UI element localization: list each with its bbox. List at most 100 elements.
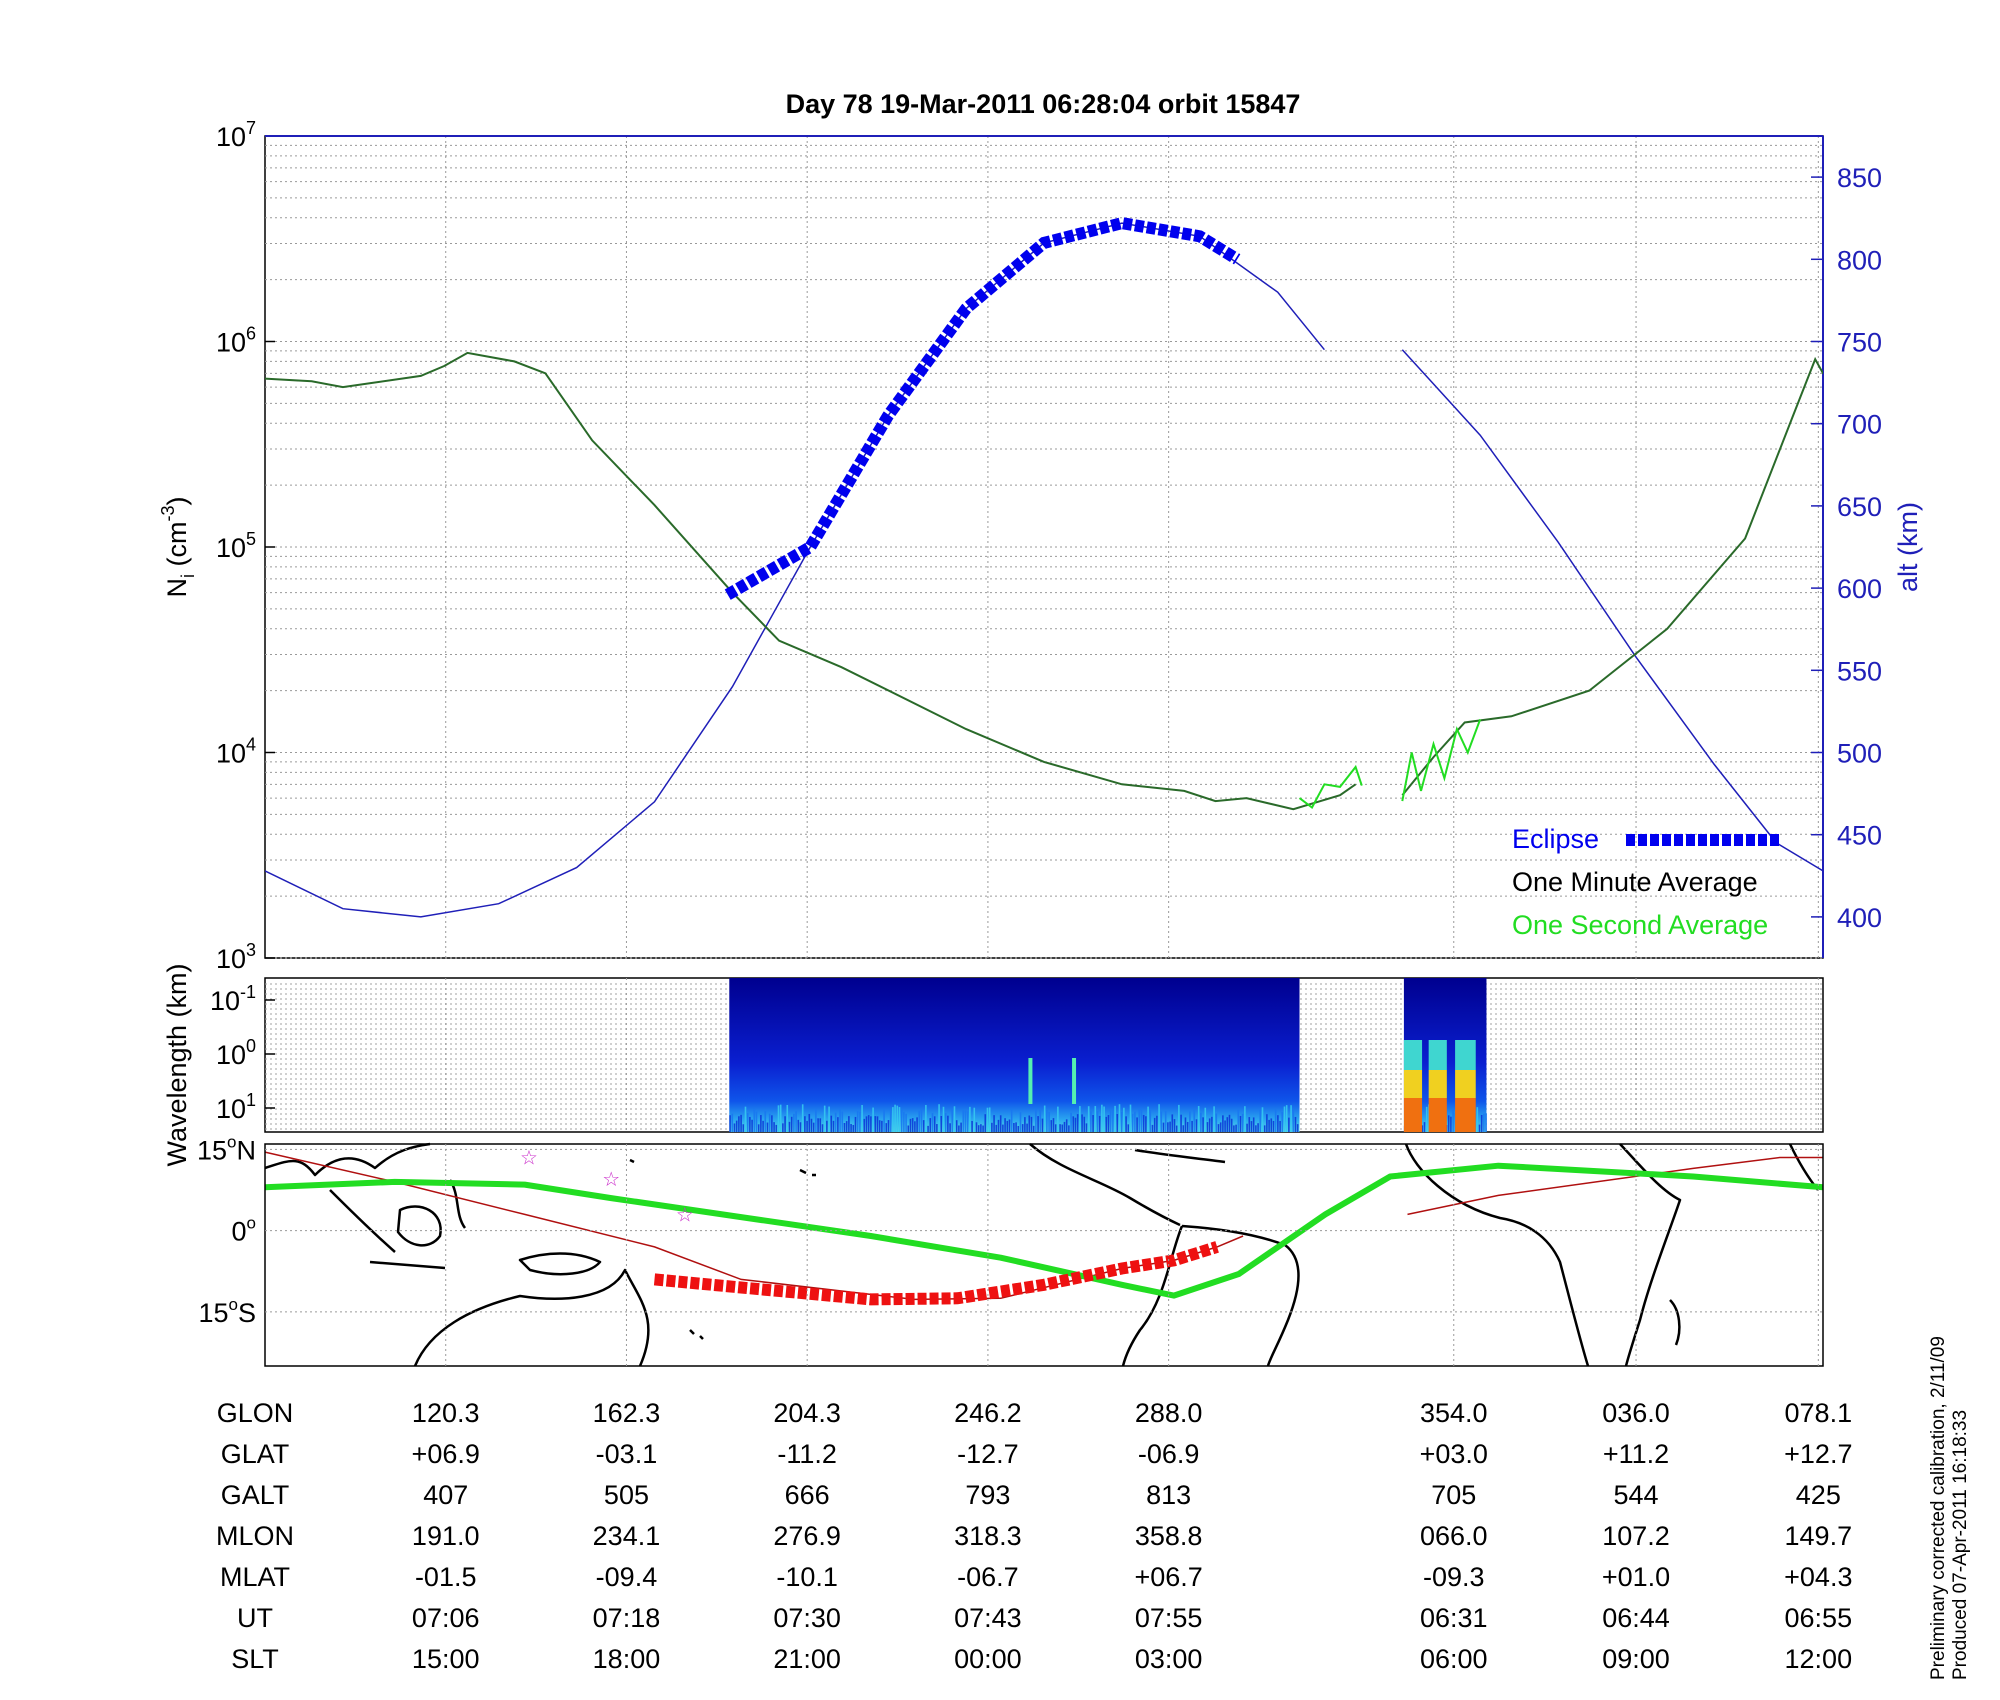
table-cell: 07:18 [592, 1603, 661, 1633]
spectrogram-bin [1182, 1125, 1185, 1132]
right-tick-label: 600 [1837, 574, 1882, 604]
spectrogram-bin [1164, 1111, 1167, 1132]
spectrogram-bin [797, 1119, 800, 1132]
table-cell: -12.7 [957, 1439, 1019, 1469]
spectrogram-bin [870, 1116, 872, 1132]
table-cell: 276.9 [773, 1521, 841, 1551]
spectrogram-bin [1030, 1116, 1033, 1132]
spectrogram-bin [775, 1124, 778, 1132]
spectrogram-bin [1294, 1116, 1297, 1132]
density-minute-line [1401, 356, 1823, 796]
spectrogram-bin [940, 1115, 943, 1132]
spectrogram-feature [1028, 1058, 1033, 1104]
table-cell: 354.0 [1419, 1398, 1488, 1428]
spectrogram-bin [931, 1113, 934, 1132]
spectrogram-bin [1285, 1105, 1288, 1132]
spectrogram-bin [1288, 1117, 1290, 1132]
left-tick-label: 106 [216, 324, 256, 358]
left-axis-label: Ni (cm-3) [158, 497, 198, 598]
spectrogram-bin [749, 1116, 751, 1132]
spectrogram-bin [966, 1111, 969, 1132]
table-cell: -09.4 [595, 1562, 658, 1592]
footnote-line-2: Produced 07-Apr-2011 16:18:33 [1950, 1409, 1971, 1680]
spectrogram-bin [1476, 1107, 1479, 1132]
coast-australia [413, 1268, 650, 1367]
spectrogram-bin [1197, 1106, 1200, 1132]
spectrogram-bin [1160, 1111, 1163, 1132]
table-cell: +12.7 [1784, 1439, 1853, 1469]
spectrogram-bin [1208, 1118, 1211, 1132]
spectrogram-bin [768, 1113, 771, 1132]
spectrogram-bin [1158, 1104, 1160, 1132]
table-cell: 358.8 [1134, 1521, 1203, 1551]
spectrogram-bin [1290, 1105, 1292, 1132]
spectrogram-bin [1241, 1113, 1244, 1132]
spectrogram-bin [1142, 1114, 1145, 1132]
spectrogram-bin [1050, 1120, 1053, 1132]
coast-java [369, 1260, 446, 1270]
spectrogram-bin [938, 1104, 940, 1132]
spectrogram-bin [1217, 1124, 1220, 1132]
spectrogram-bin [1002, 1124, 1004, 1132]
spectrogram-feature [1072, 1058, 1077, 1104]
table-cell: 246.2 [954, 1398, 1022, 1428]
spectrogram-bin [1274, 1109, 1277, 1132]
spectrogram-hot [1455, 1070, 1476, 1098]
spectrogram-bin [1296, 1124, 1299, 1132]
spectrogram-bin [1087, 1106, 1090, 1132]
spectrogram-bin [922, 1120, 925, 1132]
coast-sumatra [329, 1189, 396, 1253]
table-cell: 12:00 [1784, 1644, 1853, 1674]
coast-central-america [1029, 1143, 1181, 1227]
spectrogram-bin [916, 1117, 918, 1132]
spectrogram-bin [1147, 1106, 1149, 1132]
spectrogram-bin [1021, 1124, 1024, 1132]
spectrogram-bin [1109, 1110, 1112, 1132]
spectrogram-bin [1149, 1110, 1152, 1132]
table-cell: -03.1 [595, 1439, 658, 1469]
density-second-line [1401, 718, 1482, 802]
spectrogram-bin [900, 1109, 903, 1132]
right-tick-label: 700 [1837, 410, 1882, 440]
table-cell: -06.7 [957, 1562, 1019, 1592]
spectrogram-bin [1065, 1119, 1068, 1132]
wavelength-tick-label: 10-1 [210, 982, 256, 1016]
spectrogram-bin [1277, 1115, 1279, 1132]
spectrogram-bin [1255, 1125, 1257, 1132]
spectrogram-bin [872, 1107, 874, 1132]
spectrogram-bin [1193, 1109, 1196, 1132]
table-cell: 813 [1146, 1480, 1192, 1510]
spectrogram-bin [914, 1121, 916, 1132]
spectrogram-bin [1237, 1109, 1240, 1132]
spectrogram-bin [1204, 1107, 1207, 1132]
spectrogram-bin [795, 1111, 797, 1132]
spectrogram-bin [1215, 1113, 1218, 1132]
spectrogram-bin [1261, 1107, 1264, 1132]
coast-madagascar [1669, 1299, 1681, 1346]
table-cell: 21:00 [773, 1644, 841, 1674]
spectrogram-bin [1140, 1108, 1143, 1132]
spectrogram-bin [1024, 1117, 1026, 1132]
spectrogram-bin [1063, 1121, 1066, 1132]
spectrogram-bin [1195, 1119, 1198, 1132]
spectrogram-bin [1202, 1117, 1204, 1132]
spectrogram-bin [793, 1113, 795, 1132]
spectrogram-bin [1026, 1123, 1028, 1132]
spectrogram-bin [757, 1124, 760, 1132]
coast-asia [264, 1142, 431, 1177]
spectrogram-bin [788, 1121, 791, 1132]
table-cell: 318.3 [954, 1521, 1022, 1551]
spectrogram-bin [1478, 1124, 1481, 1132]
spectrogram-bin [1145, 1116, 1147, 1132]
table-cell: 425 [1795, 1480, 1841, 1510]
spectrogram-bin [1248, 1117, 1251, 1132]
table-cell: 06:44 [1602, 1603, 1670, 1633]
table-cell: +06.9 [411, 1439, 480, 1469]
left-tick-label: 107 [216, 118, 256, 152]
spectrogram-bin [1074, 1117, 1077, 1132]
spectrogram-bin [1039, 1109, 1042, 1132]
spectrogram-bin [1123, 1107, 1125, 1132]
spectrogram-bin [995, 1124, 998, 1132]
spectrogram-bin [1230, 1118, 1233, 1132]
star-marker: ☆ [602, 1167, 620, 1191]
